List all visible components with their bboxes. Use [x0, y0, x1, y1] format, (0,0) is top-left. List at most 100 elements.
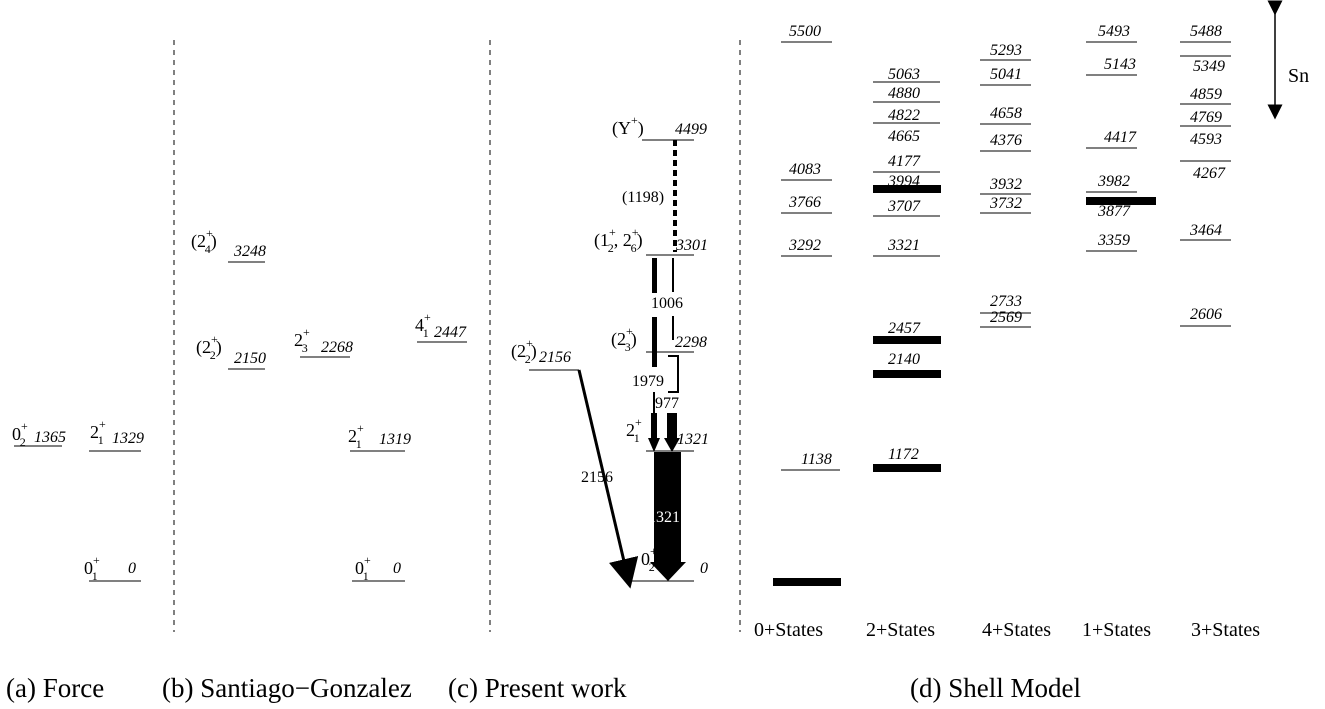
level-energy: 4177 — [888, 153, 921, 170]
level-spin-label: (2+ 2) — [511, 336, 537, 366]
level-energy: 2156 — [539, 349, 571, 366]
shell-column-2plus: 5063 4880 4822 4665 4177 3994 3707 3321 … — [873, 66, 941, 472]
level-energy: 2733 — [990, 293, 1022, 310]
present-work-panel: (Y+) (1+ 2, 2+ 6) (2+ 3) (2+ 2) 2+ 1 0+ 2 4499… — [511, 113, 709, 589]
level-energy: 5500 — [789, 23, 821, 40]
level-spin-label: 2+ 1 — [90, 417, 106, 447]
level-energy: 3732 — [989, 195, 1022, 212]
level-energy: 0 — [393, 560, 401, 577]
level-energy: 5143 — [1104, 56, 1136, 73]
level-energy: 4665 — [888, 128, 920, 145]
level-energy: 1319 — [379, 431, 411, 448]
level-energy: 3877 — [1097, 203, 1131, 220]
shell-column-3plus: 5488 5349 4859 4769 4593 4267 3464 2606 — [1180, 23, 1231, 327]
gamma-arrow-977-bracket — [668, 355, 679, 393]
level-ground-bar — [773, 578, 841, 586]
level-spin-label: 2+ 1 — [626, 415, 642, 445]
level-energy: 1329 — [112, 430, 144, 447]
gamma-arrow-2156 — [577, 369, 639, 589]
gamma-arrow-1321-body — [654, 452, 681, 562]
gamma-energy-label: 1321 — [648, 509, 680, 526]
gamma-arrow-977-head — [664, 438, 680, 452]
level-energy: 1172 — [888, 446, 919, 463]
level-energy: 3982 — [1097, 173, 1130, 190]
level-energy: 3707 — [887, 198, 921, 215]
level-spin-label: 4+ 1 — [415, 310, 431, 340]
level-energy: 5349 — [1193, 58, 1225, 75]
column-label-1plus: 1+States — [1082, 619, 1151, 641]
level-energy: 1365 — [34, 429, 66, 446]
level-energy: 4083 — [789, 161, 821, 178]
level-energy: 5063 — [888, 66, 920, 83]
level-energy: 4859 — [1190, 86, 1222, 103]
level-energy: 2140 — [888, 351, 920, 368]
gamma-arrow-1979-head — [648, 438, 660, 452]
level-energy: 2606 — [1190, 306, 1222, 323]
gamma-energy-label: 977 — [655, 395, 679, 412]
gamma-arrow-1006-left — [652, 258, 657, 293]
level-energy: 5293 — [990, 42, 1022, 59]
gamma-energy-label: 1006 — [651, 295, 683, 312]
level-spin-label: 0+ 2 — [12, 419, 28, 449]
level-spin-label: 0+ 1 — [355, 553, 371, 583]
level-energy: 0 — [700, 560, 708, 577]
level-energy: 4769 — [1190, 109, 1222, 126]
gamma-arrow-1979-left — [652, 317, 657, 367]
level-energy: 4267 — [1193, 165, 1226, 182]
santiago-panel: (2+ 4) 3248 (2+ 2) 2150 2+ 3 2268 4+ 1 2447 … — [191, 226, 467, 583]
level-energy: 2298 — [675, 334, 707, 351]
level-spin-label: (2+ 4) — [191, 226, 217, 256]
shell-model-panel: 5500 4083 3766 3292 1138 5063 4880 4822 … — [754, 0, 1309, 641]
level-energy: 5493 — [1098, 23, 1130, 40]
sn-label: Sn — [1288, 65, 1309, 87]
level-energy: 3994 — [887, 173, 920, 190]
level-bar — [1086, 197, 1156, 205]
level-energy: 5488 — [1190, 23, 1222, 40]
level-energy: 3932 — [989, 176, 1022, 193]
level-energy: 0 — [128, 560, 136, 577]
gamma-energy-label: 2156 — [581, 469, 613, 486]
gamma-energy-label: 1979 — [632, 373, 664, 390]
level-energy: 4376 — [990, 132, 1022, 149]
level-energy: 1138 — [801, 451, 832, 468]
level-energy: 4417 — [1104, 129, 1137, 146]
level-energy: 2150 — [234, 350, 266, 367]
level-energy: 5041 — [990, 66, 1022, 83]
caption-santiago: (b) Santiago−Gonzalez — [162, 673, 412, 703]
gamma-arrow-1979-body — [651, 413, 657, 439]
level-energy: 2447 — [434, 324, 467, 341]
force-panel: 0+ 1 0 2+ 1 1329 0+ 2 1365 — [12, 417, 144, 583]
level-bar — [873, 336, 941, 344]
level-spin-label: 0+ 2 — [641, 544, 657, 574]
level-spin-label: 2+ 3 — [294, 325, 310, 355]
level-bar — [873, 185, 941, 193]
level-energy: 3301 — [675, 237, 708, 254]
level-spin-label: (1+ 2, 2+ 6) — [594, 225, 643, 255]
shell-column-4plus: 5293 5041 4658 4376 3932 3732 2733 2569 — [980, 42, 1031, 328]
level-bar — [873, 370, 941, 378]
gamma-arrow-977-body — [667, 413, 677, 439]
level-energy: 3248 — [233, 243, 266, 260]
gamma-energy-label: (1198) — [622, 189, 664, 206]
level-spin-label: 0+ 1 — [84, 553, 100, 583]
level-energy: 4658 — [990, 105, 1022, 122]
level-energy: 2268 — [321, 339, 353, 356]
caption-shell: (d) Shell Model — [910, 673, 1081, 703]
shell-column-1plus: 5493 5143 4417 3982 3877 3359 — [1086, 23, 1156, 252]
level-energy: 3464 — [1189, 222, 1222, 239]
level-energy: 3359 — [1097, 232, 1130, 249]
level-bar — [873, 464, 941, 472]
shell-column-0plus: 5500 4083 3766 3292 1138 — [773, 23, 841, 586]
level-spin-label: (Y+) — [612, 113, 644, 139]
column-label-4plus: 4+States — [982, 619, 1051, 641]
level-energy: 2457 — [888, 320, 921, 337]
level-energy: 4822 — [888, 107, 920, 124]
column-label-0plus: 0+States — [754, 619, 823, 641]
level-spin-label: (2+ 2) — [196, 332, 222, 362]
level-energy: 4499 — [675, 121, 707, 138]
level-energy: 3766 — [788, 194, 821, 211]
caption-present: (c) Present work — [448, 673, 627, 703]
gamma-arrow-1321-head — [650, 562, 686, 581]
